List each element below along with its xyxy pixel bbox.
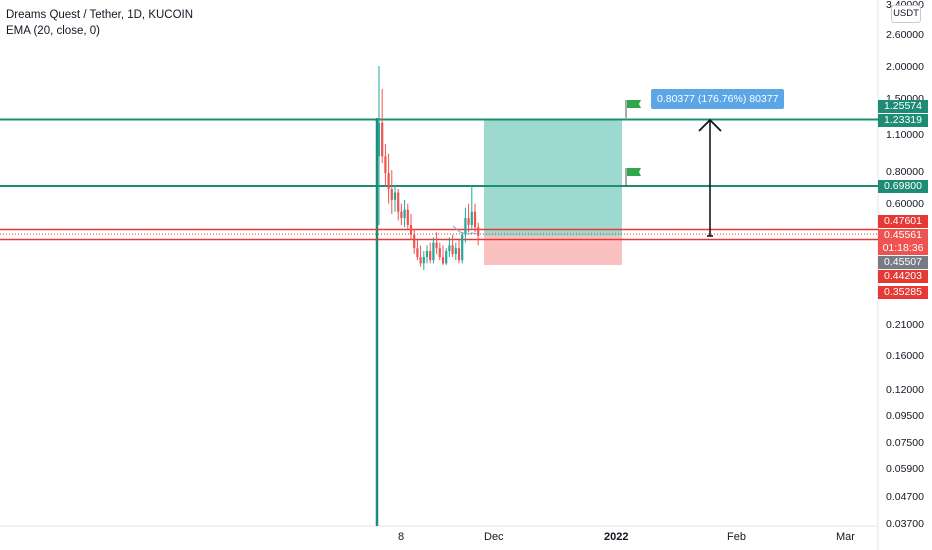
candle-body [473,211,477,228]
flag-icon[interactable] [625,100,641,118]
price-tag-green: 1.25574 [878,100,928,113]
candle-body [425,251,429,258]
price-tick: 0.04700 [886,491,924,503]
candle-body [403,209,406,219]
indicator-label[interactable]: EMA (20, close, 0) [6,25,100,37]
time-label: 8 [398,531,405,543]
candle-body [416,248,419,258]
flag-icon[interactable] [625,168,641,186]
price-tick: 0.60000 [886,198,924,210]
symbol-title[interactable]: Dreams Quest / Tether, 1D, KUCOIN [6,9,194,21]
candle-body [413,234,416,249]
candle-body [470,211,473,225]
candle-body [457,248,461,261]
price-tag-red: 0.47601 [878,215,928,228]
price-tag-red: 0.35285 [878,286,928,299]
stop-zone[interactable] [484,236,622,265]
candle-body [445,251,448,264]
candle-body [441,257,445,264]
ema-price-tag: 0.45507 [878,256,928,269]
time-label: 2022 [604,531,629,543]
price-tag-green: 1.23319 [878,114,928,127]
candle-body [464,218,467,235]
candle-body [432,242,435,261]
candle-body [377,122,381,157]
price-tick: 0.12000 [886,384,924,396]
candle-body [419,257,422,264]
last-price-tag: 0.45561 [878,229,928,242]
price-tick: 0.80000 [886,166,924,178]
price-tag-red: 0.44203 [878,270,928,283]
chart-legend: Dreams Quest / Tether, 1D, KUCOIN EMA (2… [6,7,193,39]
price-tick: 0.21000 [886,319,924,331]
candle-body [384,156,387,174]
candle-body [461,234,464,261]
candle-body [381,122,384,157]
price-tick: 1.10000 [886,129,924,141]
price-tick: 0.09500 [886,410,924,422]
bar-countdown: 01:18:36 [878,242,928,255]
price-tag-green: 0.69800 [878,180,928,193]
candle-body [451,245,454,255]
price-tick: 2.00000 [886,61,924,73]
candle-body [438,248,441,258]
time-label: Dec [484,531,504,543]
measure-arrow-head [698,118,722,132]
currency-button[interactable]: USDT [891,5,921,23]
candle-body [390,189,393,200]
candle-body [400,211,403,219]
candle-body [422,257,425,264]
candles [377,65,480,271]
candle-body [397,192,400,212]
candle-body [477,227,480,236]
time-label: Feb [727,531,746,543]
candle-body [454,248,457,255]
candle-body [448,245,451,252]
price-tick: 0.07500 [886,437,924,449]
price-tick: 0.16000 [886,350,924,362]
candle-body [429,251,432,261]
ema-line [452,225,479,235]
price-tick: 0.05900 [886,463,924,475]
candle-body [467,218,470,225]
target-zone[interactable] [484,120,622,236]
candle-body [406,209,409,225]
candle-body [435,242,438,249]
measure-label: 0.80377 (176.76%) 80377 [651,89,785,109]
price-tick: 0.03700 [886,518,924,530]
candle-body [393,192,397,200]
price-tick: 2.60000 [886,29,924,41]
candle-body [409,224,413,235]
time-label: Mar [836,531,855,543]
candle-body [387,173,390,190]
